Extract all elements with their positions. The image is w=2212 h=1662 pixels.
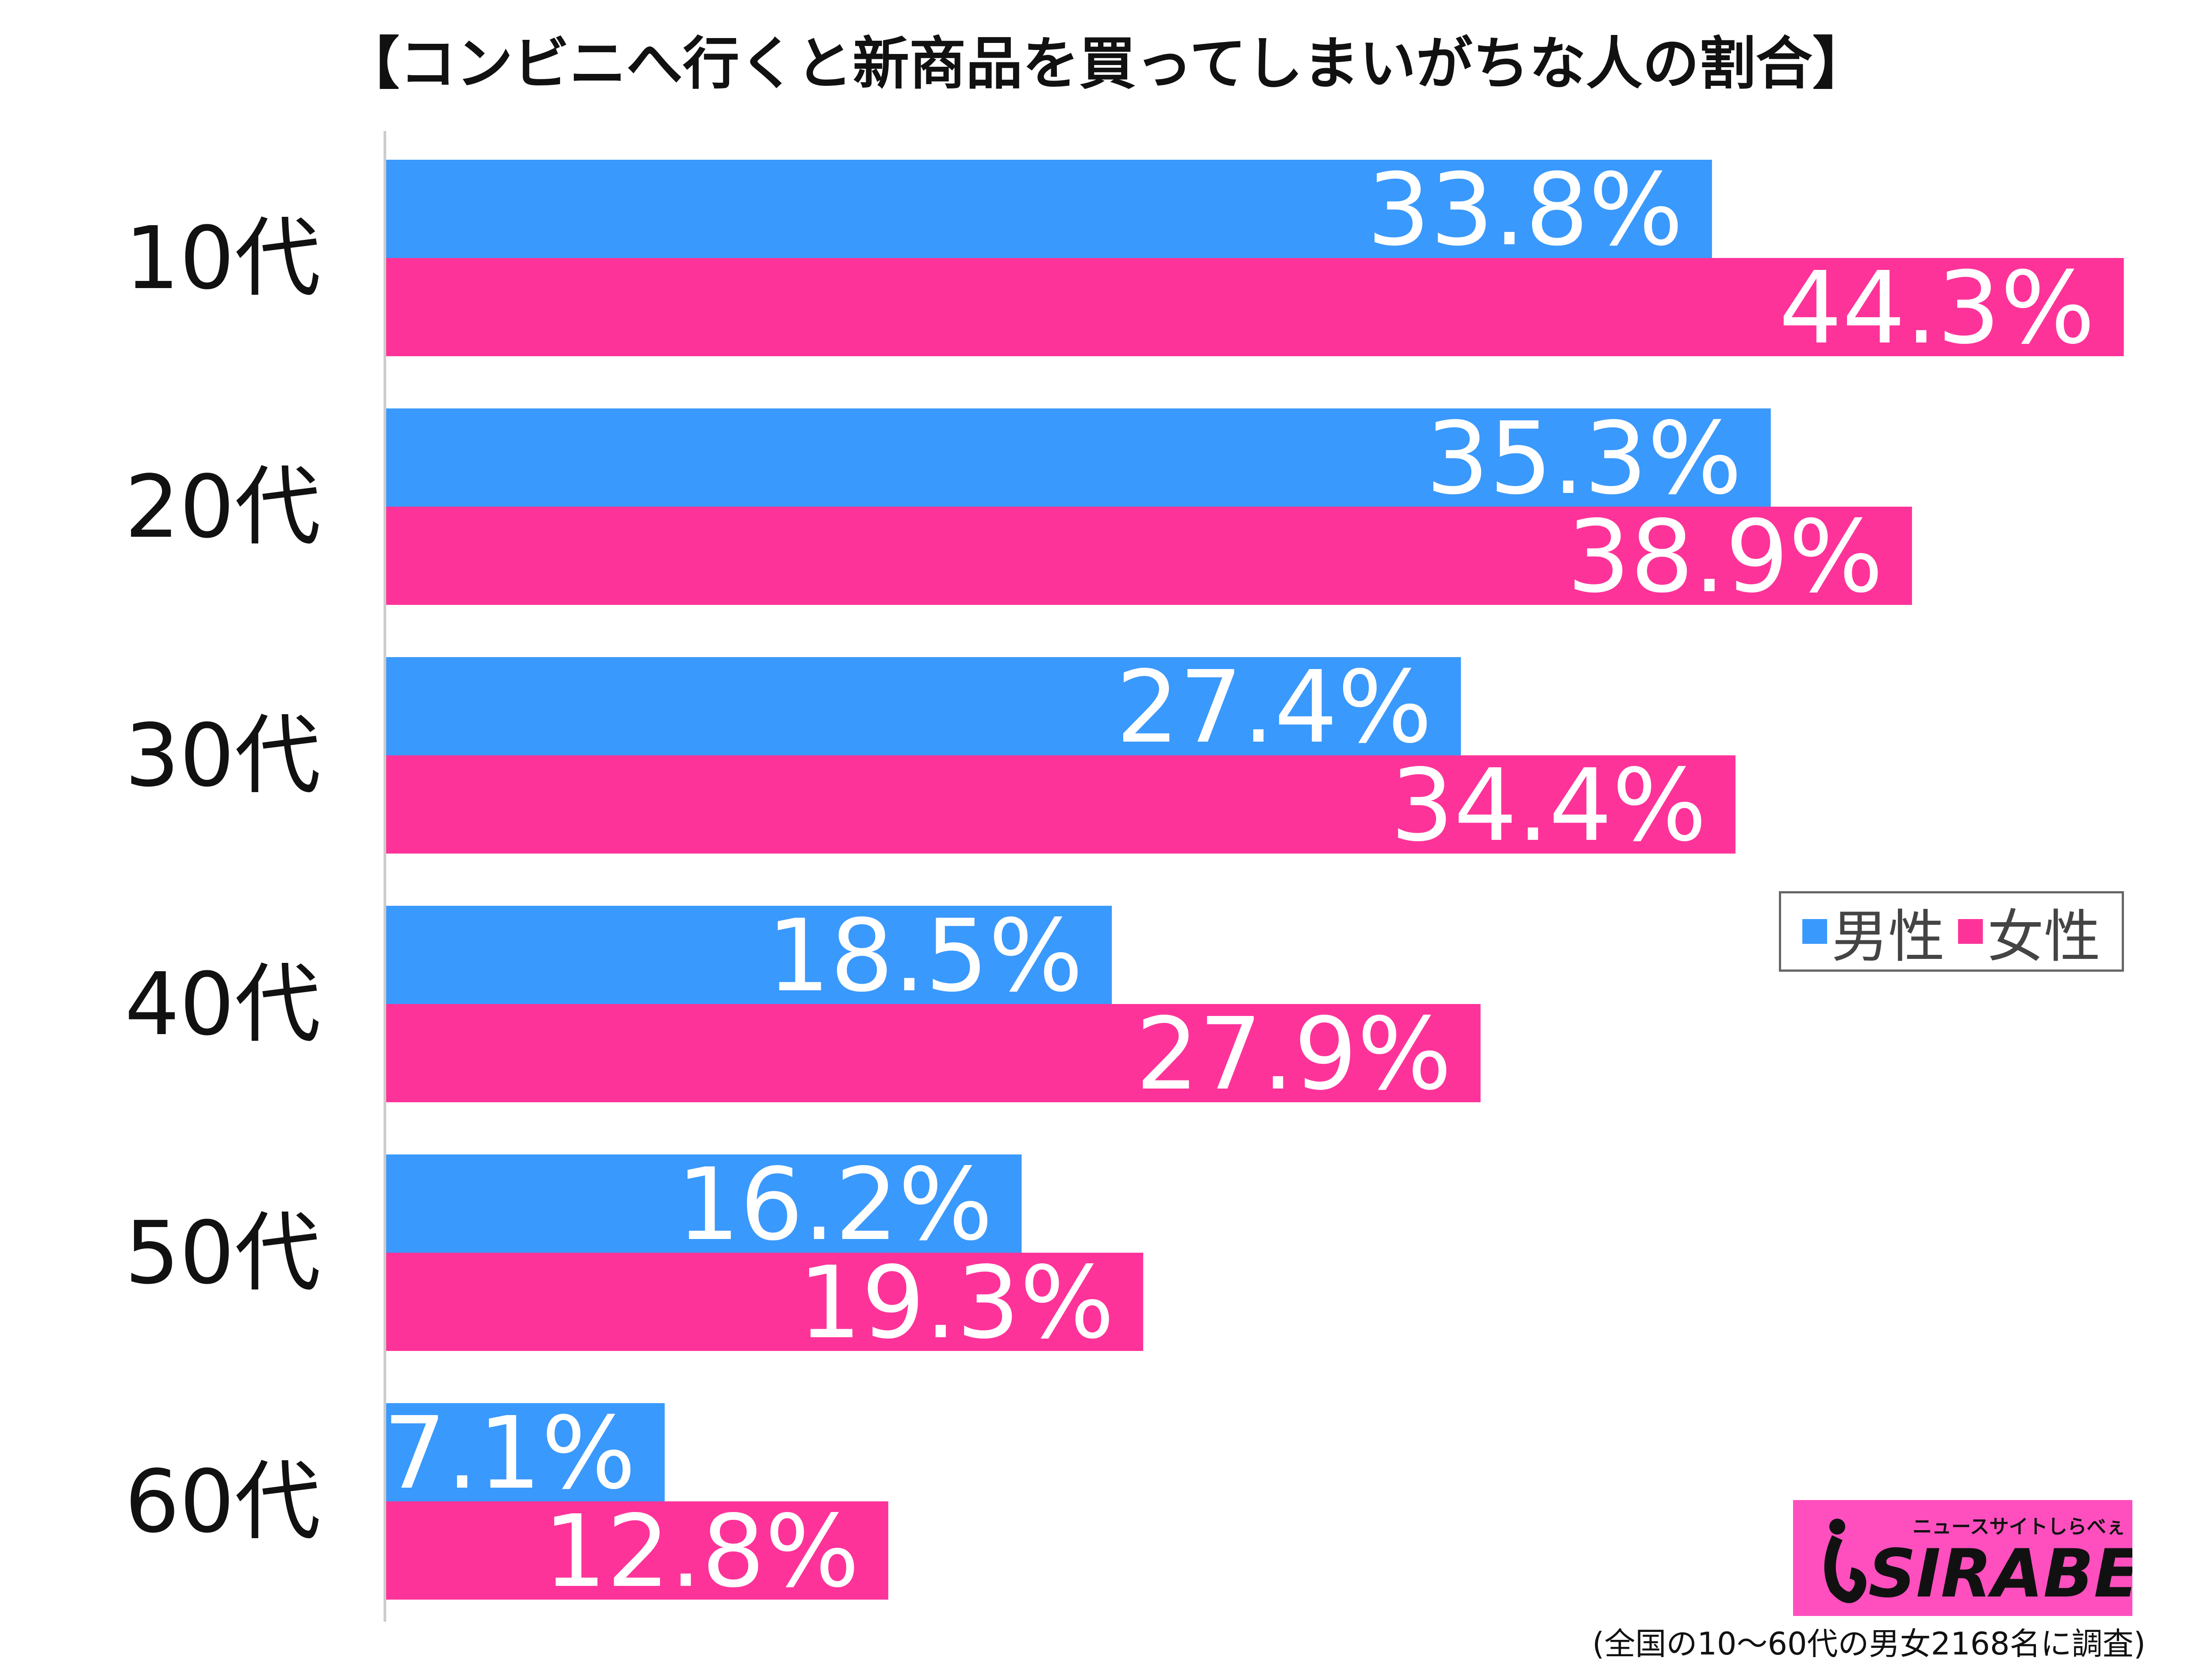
bar-female <box>386 1004 1481 1102</box>
category-label: 10代 <box>125 208 321 308</box>
bar-male <box>386 408 1771 507</box>
bar-female <box>386 755 1736 854</box>
category-label: 20代 <box>125 457 321 557</box>
category-label: 50代 <box>125 1203 321 1303</box>
survey-note: (全国の10〜60代の男女2168名に調査) <box>1592 1626 2146 1662</box>
data-label: 33.8% <box>1367 152 1683 268</box>
category-label: 30代 <box>125 705 321 806</box>
category-label: 40代 <box>125 954 321 1054</box>
svg-text:ニュースサイトしらべぇ: ニュースサイトしらべぇ <box>1912 1516 2126 1538</box>
data-label: 35.3% <box>1426 401 1742 517</box>
legend-label-female: 女性 <box>1987 904 2101 970</box>
legend-swatch-male <box>1802 919 1827 944</box>
bar-male <box>386 1403 665 1501</box>
legend-label-male: 男性 <box>1831 904 1945 970</box>
data-label: 16.2% <box>677 1147 993 1263</box>
bar-female <box>386 258 2124 356</box>
data-label: 44.3% <box>1779 250 2095 366</box>
logo-graphic: ニュースサイトしらべぇ SIRABEE <box>1824 1516 2185 1612</box>
data-label: 27.9% <box>1136 996 1452 1112</box>
category-label: 60代 <box>125 1451 321 1552</box>
bar-male <box>386 906 1112 1004</box>
legend-swatch-female <box>1958 919 1983 944</box>
bar-female <box>386 1253 1144 1351</box>
data-label: 38.9% <box>1567 499 1883 615</box>
data-label: 7.1% <box>383 1396 636 1512</box>
bar-male <box>386 657 1461 755</box>
data-label: 12.8% <box>543 1494 860 1610</box>
svg-text:SIRABEE: SIRABEE <box>1868 1535 2132 1612</box>
legend-item-male: 男性 <box>1802 891 1945 973</box>
bar-male <box>386 1154 1022 1253</box>
chart-title: 【コンビニへ行くと新商品を買ってしまいがちな人の割合】 <box>343 31 1869 97</box>
legend: 男性 女性 <box>1779 891 2124 972</box>
bar-female <box>386 1501 888 1600</box>
legend-item-female: 女性 <box>1958 891 2101 973</box>
data-label: 18.5% <box>767 898 1083 1014</box>
data-label: 27.4% <box>1116 650 1432 766</box>
data-label: 19.3% <box>798 1245 1114 1361</box>
sirabee-logo: ニュースサイトしらべぇ SIRABEE <box>1793 1500 2185 1616</box>
bar-female <box>386 507 1912 605</box>
data-label: 34.4% <box>1390 748 1707 864</box>
bar-male <box>386 160 1712 258</box>
